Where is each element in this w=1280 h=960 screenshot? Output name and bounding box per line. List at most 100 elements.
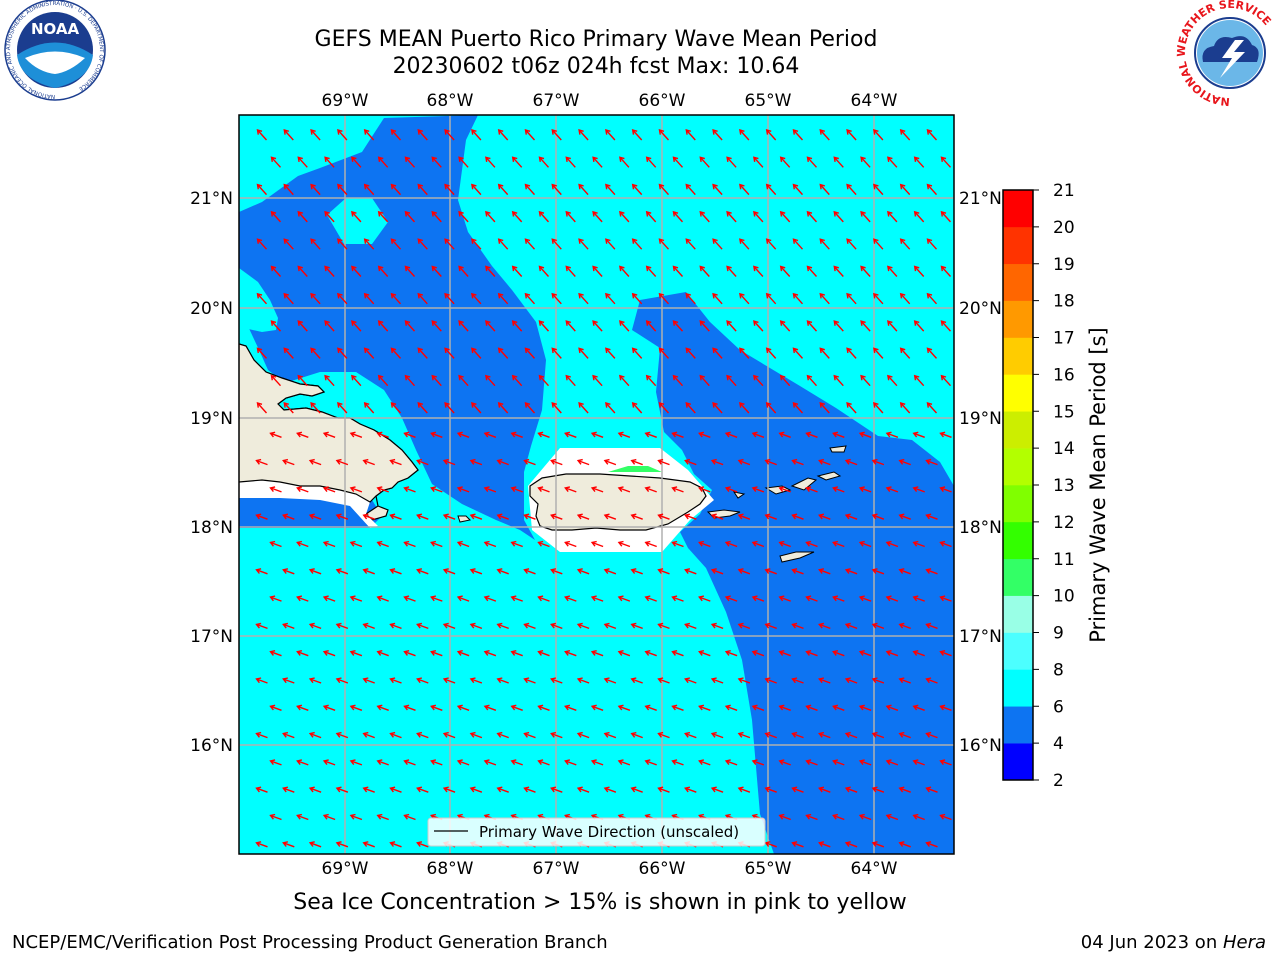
wave-direction-arrow xyxy=(685,129,696,141)
wave-direction-arrow xyxy=(764,513,777,520)
wave-direction-arrow xyxy=(819,347,830,359)
lat-label: 20°N xyxy=(190,299,233,319)
wave-direction-arrow xyxy=(351,374,362,387)
wave-direction-arrow xyxy=(658,183,670,196)
wave-direction-arrow xyxy=(497,238,509,250)
wave-direction-arrow xyxy=(710,786,724,793)
wave-direction-arrow xyxy=(417,129,428,141)
wave-direction-arrow xyxy=(376,595,389,602)
wave-direction-arrow xyxy=(537,486,550,493)
wave-direction-arrow xyxy=(524,347,536,359)
wave-direction-arrow xyxy=(578,238,589,250)
wave-direction-arrow xyxy=(417,292,428,305)
wave-direction-arrow xyxy=(631,402,643,414)
wave-direction-arrow xyxy=(416,786,429,793)
wave-direction-arrow xyxy=(483,431,497,438)
wave-direction-arrow xyxy=(912,540,925,548)
wave-direction-arrow xyxy=(524,129,536,141)
wave-direction-arrow xyxy=(511,265,523,277)
map-frame xyxy=(238,114,955,855)
wave-direction-arrow xyxy=(925,513,938,520)
wave-direction-arrow xyxy=(349,650,363,657)
wave-direction-arrow xyxy=(791,622,804,630)
wave-direction-arrow xyxy=(389,458,402,466)
wave-direction-arrow xyxy=(592,210,603,223)
wave-direction-arrow xyxy=(404,210,416,223)
lat-label: 20°N xyxy=(959,299,1002,319)
wave-direction-arrow xyxy=(576,458,590,466)
wave-direction-arrow xyxy=(739,402,750,414)
wave-direction-arrow xyxy=(671,431,684,438)
wave-direction-arrow xyxy=(912,759,925,766)
colorbar-segments xyxy=(1003,190,1033,781)
wave-direction-arrow xyxy=(726,320,737,332)
wave-direction-arrow xyxy=(739,292,750,305)
wave-direction-arrow xyxy=(644,486,657,493)
wave-direction-arrow xyxy=(846,129,857,141)
wave-direction-arrow xyxy=(592,320,603,332)
wave-direction-arrow xyxy=(657,568,670,575)
wave-direction-arrow xyxy=(885,486,899,493)
wave-direction-arrow xyxy=(885,595,899,602)
wave-direction-arrow xyxy=(846,347,857,359)
wave-direction-arrow xyxy=(456,759,470,766)
wave-direction-arrow xyxy=(603,677,617,684)
wave-direction-arrow xyxy=(270,265,282,277)
wave-direction-arrow xyxy=(805,431,818,438)
wave-direction-arrow xyxy=(349,486,363,493)
lon-label: 65°W xyxy=(745,859,792,879)
wave-direction-arrow xyxy=(603,622,617,630)
wave-direction-arrow xyxy=(537,540,550,548)
wave-direction-arrow xyxy=(753,374,764,387)
wave-direction-arrow xyxy=(753,320,764,332)
wave-direction-arrow xyxy=(376,759,389,766)
wave-direction-arrow xyxy=(619,320,630,332)
wave-direction-arrow xyxy=(590,486,604,493)
lat-label: 18°N xyxy=(190,518,233,538)
wave-direction-arrow xyxy=(846,402,857,414)
wave-direction-arrow xyxy=(644,759,657,766)
wave-direction-arrow xyxy=(442,622,456,630)
wave-direction-arrow xyxy=(672,210,684,223)
map-legend: Primary Wave Direction (unscaled) xyxy=(427,817,766,847)
colorbar-segment xyxy=(1003,743,1033,781)
wave-direction-arrow xyxy=(619,156,630,168)
colorbar-tick-label: 6 xyxy=(1053,697,1064,717)
wave-direction-arrow xyxy=(926,292,938,305)
wave-direction-arrow xyxy=(912,595,925,602)
lon-label: 69°W xyxy=(322,859,369,879)
hispaniola-land-fill xyxy=(239,344,418,502)
wave-direction-arrow xyxy=(377,374,389,387)
wave-direction-arrow xyxy=(657,677,670,684)
wave-direction-arrow xyxy=(444,183,455,196)
wave-direction-arrow xyxy=(898,568,911,575)
wave-direction-arrow xyxy=(497,183,509,196)
wave-direction-arrow xyxy=(442,786,456,793)
wave-direction-arrow xyxy=(712,129,723,141)
wave-direction-arrow xyxy=(617,759,631,766)
wave-direction-arrow xyxy=(671,595,684,602)
colorbar-segment xyxy=(1003,669,1033,707)
wave-direction-arrow xyxy=(256,292,268,305)
wave-direction-arrow xyxy=(779,320,791,332)
wave-direction-arrow xyxy=(833,320,844,332)
wave-direction-arrow xyxy=(510,431,523,438)
wave-direction-arrow xyxy=(471,129,482,141)
wave-direction-arrow xyxy=(926,129,938,141)
wave-direction-arrow xyxy=(603,513,617,520)
wave-direction-arrow xyxy=(496,513,509,520)
wave-direction-arrow xyxy=(737,622,751,630)
wave-direction-arrow xyxy=(645,320,657,332)
wave-direction-arrow xyxy=(940,320,952,332)
wave-direction-arrow xyxy=(430,759,443,766)
wave-direction-arrow xyxy=(764,458,777,466)
colorbar-tick-label: 20 xyxy=(1053,218,1075,238)
wave-direction-arrow xyxy=(297,210,308,223)
wave-direction-arrow xyxy=(858,650,872,657)
wave-direction-arrow xyxy=(283,402,294,414)
wave-direction-arrow xyxy=(376,650,389,657)
wave-direction-arrow xyxy=(619,210,630,223)
wave-direction-arrow xyxy=(337,183,348,196)
wave-direction-arrow xyxy=(322,650,336,657)
wave-direction-arrow xyxy=(511,374,523,387)
